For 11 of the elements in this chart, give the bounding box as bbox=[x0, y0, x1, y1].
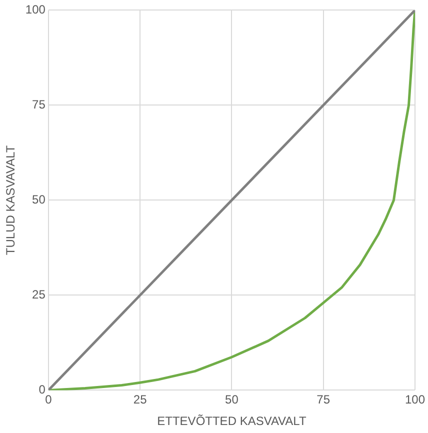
y-tick-label: 75 bbox=[32, 98, 46, 112]
x-tick-label: 50 bbox=[225, 392, 239, 407]
y-tick-label: 0 bbox=[38, 382, 46, 397]
y-tick-label: 25 bbox=[32, 288, 46, 302]
x-tick-label: 25 bbox=[133, 392, 148, 407]
y-axis-title: TULUD KASVAVALT bbox=[4, 144, 18, 256]
x-tick-label: 75 bbox=[316, 392, 330, 407]
y-tick-label: 100 bbox=[25, 2, 46, 17]
y-tick-label: 50 bbox=[32, 192, 46, 207]
x-tick-label: 100 bbox=[404, 392, 426, 407]
x-axis-title: ETTEVÕTTED KASVAVALT bbox=[157, 414, 307, 428]
